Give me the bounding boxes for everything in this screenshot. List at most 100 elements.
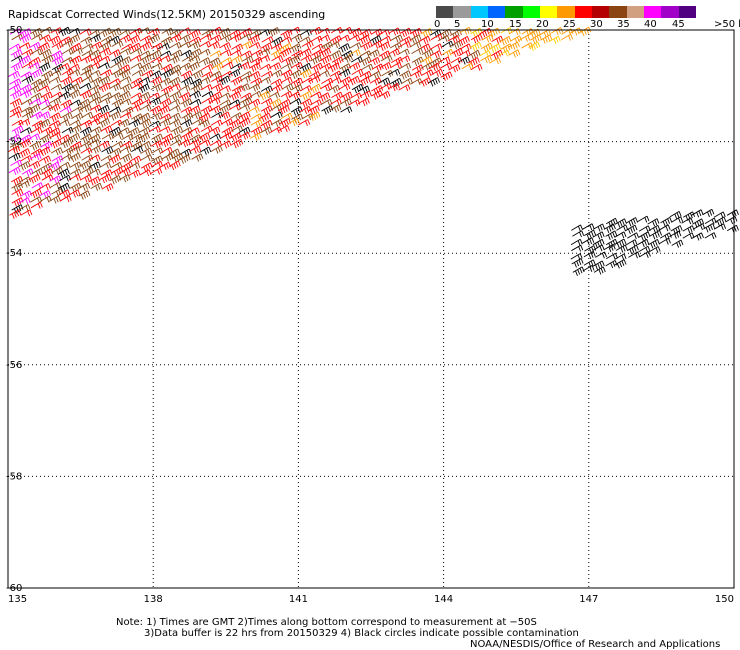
wind-barb (119, 76, 132, 83)
wind-barb (359, 56, 372, 66)
wind-barb (89, 96, 102, 105)
wind-barb (572, 230, 585, 238)
wind-barb (268, 91, 281, 99)
latitude-tick-label: -54 (6, 248, 22, 259)
wind-barb (614, 218, 627, 228)
wind-barb (370, 28, 383, 37)
wind-barb (188, 55, 201, 63)
wind-barb (51, 41, 64, 50)
wind-barb (231, 138, 244, 149)
wind-barb (693, 223, 706, 231)
wind-barb (28, 103, 41, 114)
wind-barb (430, 43, 443, 51)
wind-barb (30, 68, 43, 79)
wind-barb (161, 69, 174, 79)
wind-barb (240, 50, 253, 59)
colorbar-cell (678, 6, 696, 18)
wind-barb (399, 70, 412, 80)
wind-barb (128, 104, 141, 112)
wind-barb (189, 36, 202, 45)
wind-barb (279, 47, 292, 58)
wind-barb (378, 77, 391, 86)
wind-barb (458, 49, 471, 57)
wind-barb (299, 48, 312, 57)
wind-barb (438, 56, 451, 64)
wind-barb (159, 161, 172, 170)
wind-barb (129, 55, 142, 62)
wind-barb (101, 146, 114, 155)
wind-barb (9, 98, 22, 108)
wind-barb (61, 147, 74, 156)
wind-barb (68, 189, 81, 198)
wind-barb (9, 106, 22, 116)
wind-barb (88, 176, 101, 186)
wind-barb (70, 141, 83, 151)
wind-barb (228, 69, 241, 78)
wind-barb (30, 127, 43, 134)
longitude-tick-label: 138 (144, 594, 163, 605)
wind-barb (39, 34, 52, 43)
wind-barb (8, 43, 21, 51)
wind-barb (260, 98, 274, 107)
wind-barb (30, 92, 43, 101)
wind-barb (40, 162, 53, 172)
wind-barb (221, 61, 234, 69)
wind-barb (280, 56, 293, 65)
wind-barb (149, 105, 162, 115)
wind-speed-colorbar (436, 6, 696, 18)
wind-barb (29, 153, 42, 161)
wind-barb (179, 92, 192, 102)
wind-barb (11, 182, 24, 192)
wind-barb (108, 154, 121, 164)
wind-barb (427, 77, 441, 87)
wind-barb (58, 91, 71, 100)
wind-barb (189, 90, 202, 99)
wind-barb (151, 133, 164, 143)
wind-barb (681, 217, 694, 225)
wind-barb (180, 119, 193, 128)
wind-barb (250, 113, 263, 121)
wind-barb (69, 124, 82, 134)
wind-barb (161, 63, 174, 74)
wind-barb (180, 49, 193, 58)
wind-barb (179, 62, 192, 71)
wind-barb (98, 47, 111, 56)
wind-barb (410, 78, 423, 85)
wind-barb (127, 127, 140, 137)
wind-barb (368, 57, 381, 66)
wind-barb (321, 77, 334, 85)
wind-barb (130, 141, 143, 151)
colorbar-label: 5 (454, 19, 461, 30)
wind-barb (131, 145, 144, 153)
wind-barb (250, 126, 263, 136)
wind-barb (169, 64, 182, 74)
wind-barb (119, 34, 132, 43)
wind-barb (29, 141, 42, 151)
wind-barb (158, 126, 171, 133)
wind-barb (9, 209, 22, 219)
wind-barb (11, 125, 24, 135)
wind-barb (359, 70, 372, 80)
wind-barb (340, 91, 353, 101)
wind-barb (278, 99, 292, 109)
wind-barb (50, 139, 63, 149)
wind-barb (399, 62, 412, 70)
wind-barb (139, 118, 152, 129)
wind-barb (318, 92, 331, 102)
wind-barb (20, 209, 33, 217)
wind-barb (38, 118, 51, 129)
wind-barb (329, 35, 342, 45)
wind-barb (359, 50, 372, 58)
wind-barb (328, 41, 341, 49)
wind-barb (200, 84, 213, 91)
wind-barb (649, 230, 663, 240)
wind-barb (658, 224, 671, 232)
wind-barb (271, 55, 284, 62)
wind-barb (269, 98, 282, 108)
wind-barb (270, 84, 283, 93)
wind-barb (248, 62, 261, 72)
wind-barb (37, 85, 51, 93)
wind-barb (439, 28, 452, 39)
wind-barb (100, 69, 113, 78)
